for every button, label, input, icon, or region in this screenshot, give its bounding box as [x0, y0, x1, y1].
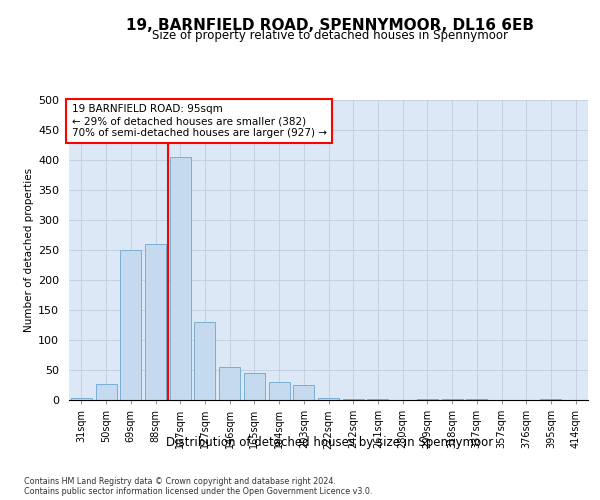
Text: Distribution of detached houses by size in Spennymoor: Distribution of detached houses by size … [166, 436, 494, 449]
Bar [442, 399, 463, 400]
Y-axis label: Number of detached properties: Number of detached properties [24, 168, 34, 332]
Bar [269, 382, 290, 400]
Bar [466, 399, 487, 400]
Bar [120, 250, 141, 400]
Bar [145, 244, 166, 400]
Bar [194, 322, 215, 400]
Bar [244, 373, 265, 400]
Bar [293, 385, 314, 400]
Text: Contains HM Land Registry data © Crown copyright and database right 2024.: Contains HM Land Registry data © Crown c… [24, 476, 336, 486]
Text: Contains public sector information licensed under the Open Government Licence v3: Contains public sector information licen… [24, 486, 373, 496]
Bar [541, 399, 562, 400]
Bar [170, 157, 191, 400]
Text: Size of property relative to detached houses in Spennymoor: Size of property relative to detached ho… [152, 29, 508, 42]
Bar [343, 399, 364, 400]
Bar [417, 399, 438, 400]
Bar [95, 384, 116, 400]
Bar [71, 398, 92, 400]
Bar [318, 398, 339, 400]
Text: 19, BARNFIELD ROAD, SPENNYMOOR, DL16 6EB: 19, BARNFIELD ROAD, SPENNYMOOR, DL16 6EB [126, 18, 534, 32]
Bar [219, 367, 240, 400]
Text: 19 BARNFIELD ROAD: 95sqm
← 29% of detached houses are smaller (382)
70% of semi-: 19 BARNFIELD ROAD: 95sqm ← 29% of detach… [71, 104, 326, 138]
